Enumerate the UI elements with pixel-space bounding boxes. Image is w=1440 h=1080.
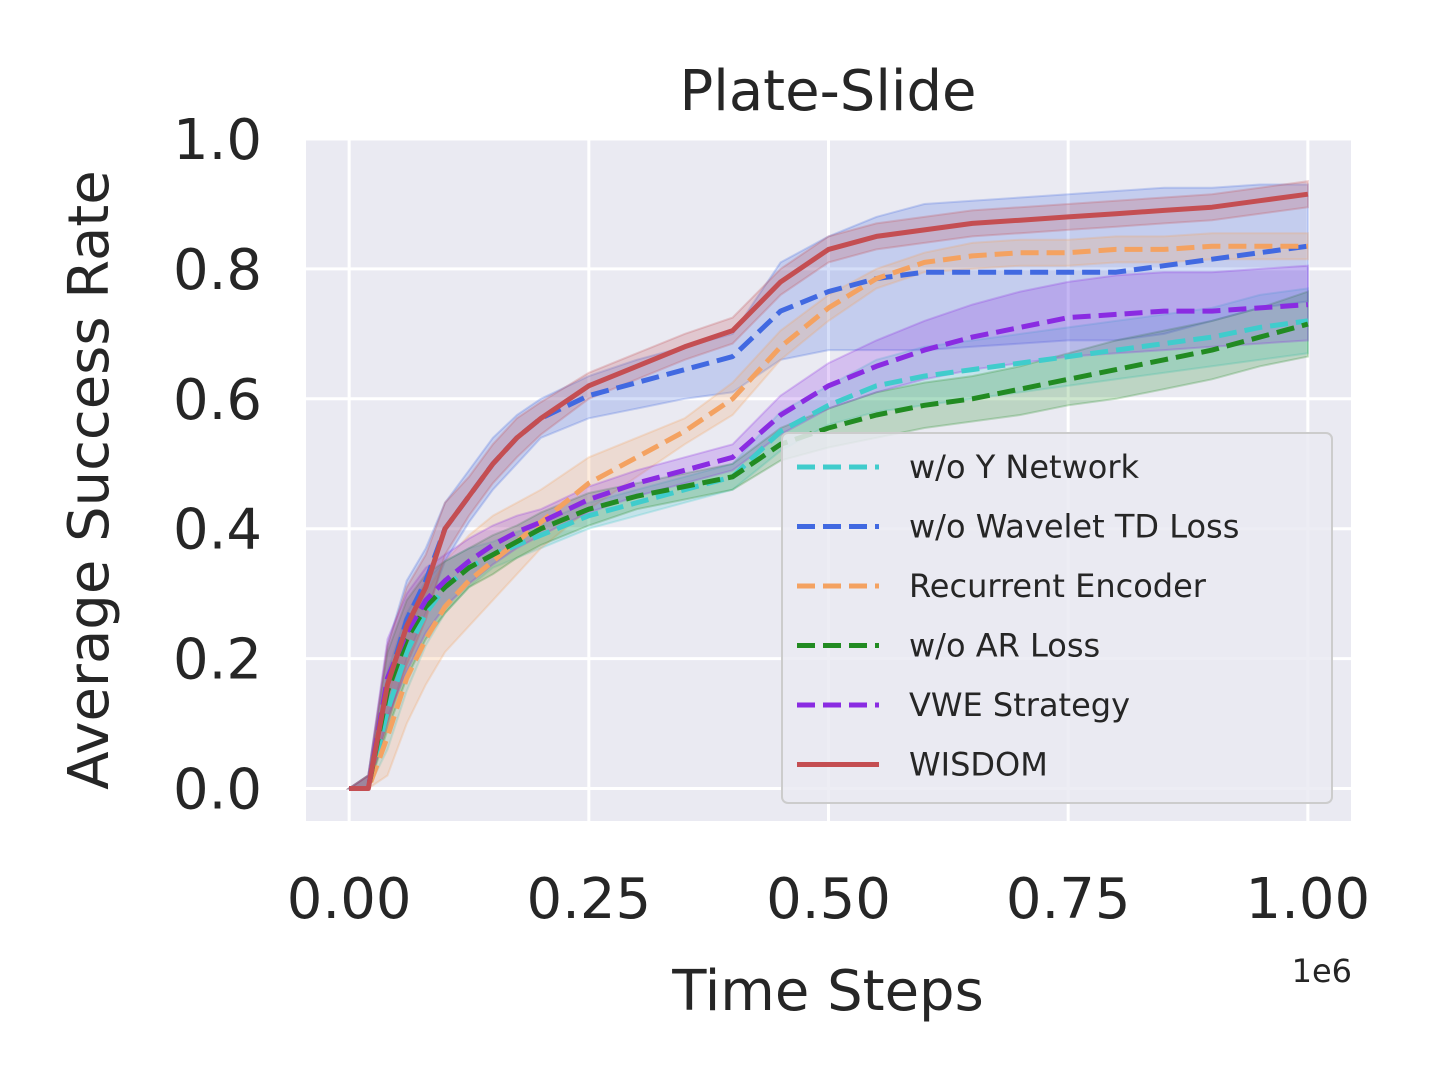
- x-offset-label: 1e6: [1292, 952, 1352, 990]
- legend-label-w-o-ar-loss: w/o AR Loss: [909, 627, 1100, 665]
- series-lines: [349, 191, 1309, 791]
- series-line-vwe-strategy: [349, 302, 1309, 791]
- legend-label-vwe-strategy: VWE Strategy: [909, 686, 1130, 724]
- x-tick-label: 0.00: [287, 867, 412, 932]
- x-tick-label: 0.75: [1006, 867, 1131, 932]
- legend-label-recurrent-encoder: Recurrent Encoder: [909, 567, 1207, 605]
- x-tick-label: 1.00: [1246, 867, 1371, 932]
- tick-labels: 0.00 0.25 0.50 0.75 1.00 0.0 0.2 0.4 0.6 0.8 1.0: [173, 108, 1370, 932]
- y-tick-label: 0.2: [173, 628, 262, 693]
- x-axis-label: Time Steps: [671, 959, 984, 1024]
- legend-label-w-o-wavelet-td-loss: w/o Wavelet TD Loss: [909, 508, 1239, 546]
- legend-box: [781, 432, 1333, 804]
- y-tick-label: 0.4: [173, 498, 262, 563]
- x-tick-label: 0.50: [766, 867, 891, 932]
- series-line-w-o-ar-loss: [349, 321, 1309, 791]
- x-tick-label: 0.25: [526, 867, 651, 932]
- legend-label-w-o-y-network: w/o Y Network: [909, 448, 1140, 486]
- series-line-recurrent-encoder: [349, 243, 1308, 791]
- legend: w/o Y Network w/o Wavelet TD Loss Recurren…: [781, 432, 1333, 804]
- y-tick-label: 0.8: [173, 238, 262, 303]
- y-tick-label: 0.6: [173, 368, 262, 433]
- legend-label-wisdom: WISDOM: [909, 746, 1048, 784]
- series-line-wisdom: [349, 191, 1309, 791]
- band-w-o-wavelet-td-loss: [345, 183, 1309, 790]
- y-tick-label: 1.0: [173, 108, 262, 173]
- chart-title: Plate-Slide: [680, 59, 977, 124]
- y-tick-label: 0.0: [173, 758, 262, 823]
- y-axis-label: Average Success Rate: [57, 170, 122, 789]
